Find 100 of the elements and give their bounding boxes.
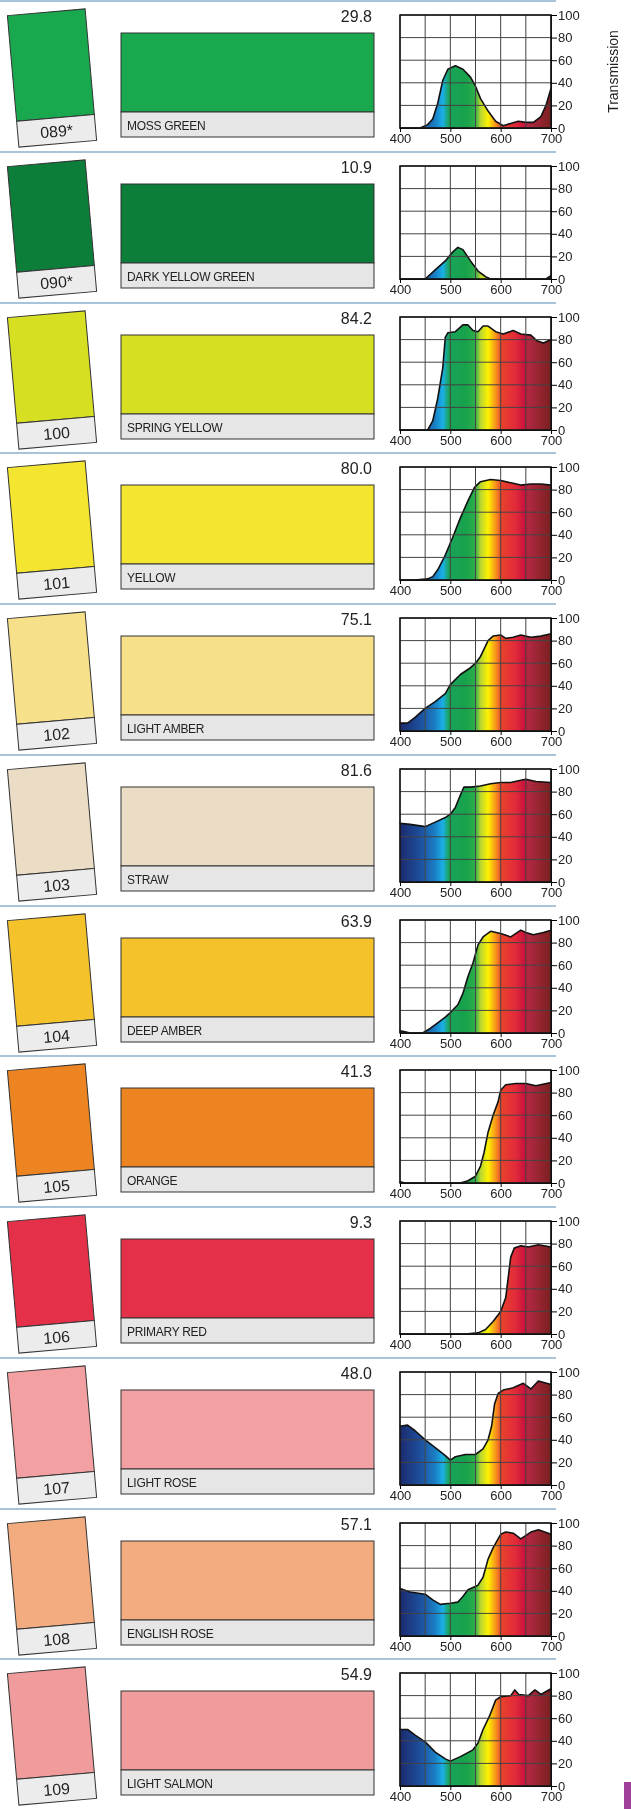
y-tick-label: 20 — [558, 1605, 573, 1621]
y-tick-label: 80 — [558, 1537, 573, 1553]
text: 107 — [42, 1478, 71, 1498]
y-tick-label: 40 — [558, 1582, 573, 1598]
y-tick-label: 20 — [558, 701, 573, 717]
x-tick-label: 500 — [439, 281, 462, 297]
y-tick-label: 20 — [558, 851, 573, 867]
y-tick-label: 60 — [558, 505, 573, 521]
text: 41.3 — [340, 1063, 373, 1081]
text: ORANGE — [127, 1174, 178, 1189]
x-tick-label: 500 — [439, 733, 462, 749]
x-tick-label: 500 — [439, 1789, 462, 1805]
y-tick-label: 100 — [558, 309, 580, 325]
text: DEEP AMBER — [127, 1023, 203, 1038]
x-tick-label: 500 — [439, 1035, 462, 1051]
x-tick-label: 600 — [490, 1638, 513, 1654]
x-tick-label: 600 — [490, 884, 513, 900]
y-tick-label: 40 — [558, 1130, 573, 1146]
x-tick-label: 400 — [389, 1638, 412, 1654]
y-tick-label: 40 — [558, 829, 573, 845]
text: LIGHT AMBER — [127, 722, 205, 736]
x-tick-label: 400 — [389, 1336, 412, 1352]
y-tick-label: 80 — [558, 1387, 573, 1403]
y-tick-label: 20 — [558, 550, 573, 566]
x-tick-label: 600 — [490, 583, 513, 599]
y-tick-label: 80 — [558, 633, 573, 649]
x-tick-label: 500 — [439, 1638, 462, 1654]
text: 103 — [42, 875, 71, 895]
y-tick-label: 100 — [558, 1515, 580, 1531]
text: SPRING YELLOW — [127, 420, 224, 435]
y-tick-label: 20 — [558, 1454, 573, 1470]
text: LIGHT ROSE — [127, 1475, 197, 1490]
y-tick-label: 80 — [558, 1085, 573, 1101]
y-tick-label: 60 — [558, 52, 573, 68]
text: 090* — [39, 272, 74, 292]
x-tick-label: 500 — [439, 884, 462, 900]
text: 109 — [42, 1779, 71, 1800]
y-tick-label: 40 — [558, 226, 573, 242]
text: YELLOW — [127, 571, 177, 586]
y-tick-label: 40 — [558, 75, 573, 91]
y-tick-label: 60 — [558, 806, 573, 822]
x-tick-label: 400 — [389, 1487, 412, 1503]
text: STRAW — [127, 872, 170, 887]
text: 75.1 — [340, 611, 373, 628]
x-tick-label: 400 — [389, 1035, 412, 1051]
y-tick-label: 100 — [558, 610, 580, 626]
y-tick-label: 80 — [558, 181, 573, 197]
y-tick-label: 40 — [558, 376, 573, 392]
y-tick-label: 80 — [558, 1688, 573, 1704]
y-tick-label: 80 — [558, 934, 573, 950]
y-tick-label: 20 — [558, 248, 573, 264]
x-tick-label: 600 — [490, 1336, 513, 1352]
text: 106 — [42, 1327, 71, 1347]
text: ENGLISH ROSE — [127, 1626, 214, 1641]
y-tick-label: 100 — [558, 459, 580, 475]
text: 54.9 — [340, 1666, 373, 1684]
x-tick-label: 400 — [389, 281, 412, 297]
text: 10.9 — [340, 158, 373, 176]
text: 105 — [42, 1176, 71, 1197]
x-tick-label: 600 — [490, 130, 513, 146]
y-tick-label: 40 — [558, 527, 573, 543]
x-tick-label: 600 — [490, 1186, 513, 1202]
text: 104 — [42, 1026, 71, 1046]
x-tick-label: 600 — [490, 432, 513, 448]
y-tick-label: 40 — [558, 1733, 573, 1749]
y-tick-label: 20 — [558, 1002, 573, 1018]
y-tick-label: 80 — [558, 784, 573, 800]
y-tick-label: 40 — [558, 1432, 573, 1448]
x-tick-label: 400 — [389, 130, 412, 146]
text: 80.0 — [340, 460, 373, 478]
text: 81.6 — [340, 761, 373, 779]
y-tick-label: 40 — [558, 1281, 573, 1297]
y-tick-label: 100 — [558, 7, 580, 23]
y-tick-label: 60 — [558, 203, 573, 219]
text: PRIMARY RED — [127, 1325, 208, 1339]
text: 57.1 — [340, 1515, 373, 1533]
y-tick-label: 100 — [558, 1213, 580, 1229]
text: 84.2 — [340, 309, 373, 327]
y-tick-label: 100 — [558, 158, 580, 174]
text: 9.3 — [349, 1214, 373, 1231]
x-tick-label: 600 — [490, 281, 513, 297]
y-tick-label: 60 — [558, 1409, 573, 1425]
text: 089* — [39, 121, 74, 142]
x-tick-label: 500 — [439, 1336, 462, 1352]
y-tick-label: 60 — [558, 1711, 573, 1727]
y-tick-label: 100 — [558, 1665, 580, 1681]
y-tick-label: 40 — [558, 979, 573, 995]
x-tick-label: 500 — [439, 1186, 462, 1202]
x-tick-label: 600 — [490, 733, 513, 749]
text: MOSS GREEN — [127, 119, 206, 133]
text: DARK YELLOW GREEN — [127, 269, 255, 284]
x-tick-label: 500 — [439, 583, 462, 599]
text: 101 — [42, 573, 71, 594]
y-tick-label: 100 — [558, 761, 580, 777]
y-tick-label: 100 — [558, 1062, 580, 1078]
y-tick-label: 60 — [558, 1560, 573, 1576]
text: 108 — [42, 1629, 71, 1649]
text: 48.0 — [340, 1364, 373, 1382]
y-tick-label: 60 — [558, 957, 573, 973]
x-tick-label: 400 — [389, 884, 412, 900]
